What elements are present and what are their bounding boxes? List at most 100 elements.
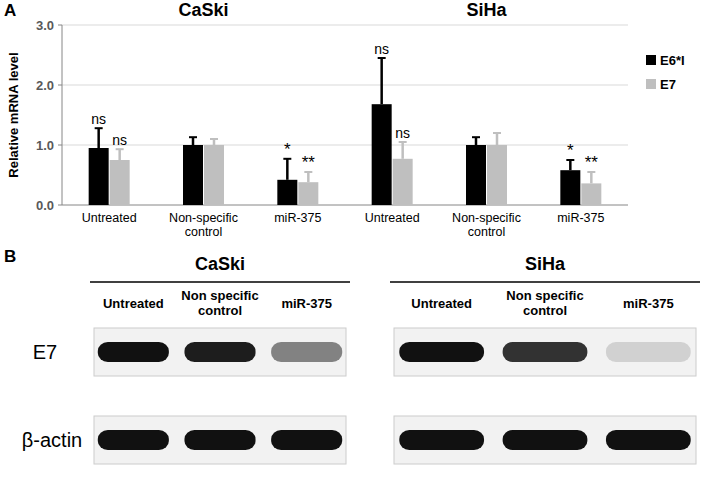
band: [503, 430, 588, 450]
error-bar: [189, 137, 197, 145]
y-axis: [62, 25, 63, 205]
bar: [581, 183, 601, 205]
category-label: Untreated: [365, 211, 420, 225]
lane-label: Untreated: [411, 296, 472, 311]
tick-mark: [58, 85, 62, 86]
category-label: Non-specificcontrol: [169, 211, 238, 239]
error-bar: [472, 137, 480, 145]
legend-swatch: [646, 55, 656, 65]
category-label: miR-375: [274, 211, 321, 225]
membrane: [394, 328, 696, 376]
error-bar: [378, 58, 386, 104]
band: [98, 342, 169, 362]
bar: [183, 145, 203, 205]
blot: SiHa Untreated Non specificcontrol miR-375: [390, 254, 700, 464]
chart-title: CaSki: [178, 0, 228, 20]
category-label: Untreated: [82, 211, 137, 225]
band: [399, 342, 484, 362]
error-bar: [493, 133, 501, 145]
lane-label: miR-375: [281, 296, 332, 311]
panel-label: B: [4, 247, 16, 266]
lane-label: Non specificcontrol: [506, 288, 583, 318]
grid-line: [345, 85, 628, 86]
error-bar: [304, 172, 312, 182]
bar: [110, 160, 130, 205]
band: [98, 430, 169, 450]
band: [606, 430, 691, 450]
band: [184, 430, 255, 450]
legend-entry: E7: [646, 77, 676, 92]
band: [271, 342, 342, 362]
bar: [277, 180, 297, 205]
row-label: E7: [33, 341, 57, 363]
labels: Untreated nsns Non-specificcontrol miR-375 *…: [82, 111, 322, 239]
grid-line: [62, 25, 345, 26]
row-label: β-actin: [22, 429, 82, 451]
category-label: Non-specificcontrol: [452, 211, 521, 239]
panel-label: A: [4, 1, 16, 20]
tick-label: 0.0: [36, 198, 54, 213]
error-bar: [587, 172, 595, 183]
legend-entry: E6*I: [646, 53, 685, 68]
lane-label: Untreated: [103, 296, 164, 311]
grid-line: [62, 85, 345, 86]
band: [399, 430, 484, 450]
grid-line: [62, 145, 345, 146]
chart-title: SiHa: [466, 0, 507, 20]
labels: Untreated ns ns Non-specificcontrol miR-375 *…: [365, 41, 605, 239]
significance-label: *: [567, 141, 574, 160]
lane-label: Non specificcontrol: [181, 288, 258, 318]
blot-title: CaSki: [195, 254, 245, 274]
marks: [372, 58, 602, 205]
band: [184, 342, 255, 362]
tick-label: 2.0: [36, 78, 54, 93]
marks: [89, 128, 319, 205]
error-bar: [95, 128, 103, 148]
bar: [372, 104, 392, 205]
chart: SiHa Untreated ns ns Non-specificcontrol miR-…: [345, 0, 685, 239]
significance-label: ns: [112, 132, 127, 148]
bar: [89, 148, 109, 205]
figure: A B 0.0 1.0 2.0 3.0 Relative mRNA level CaSki Un…: [0, 0, 725, 494]
bar: [393, 159, 413, 205]
bar: [204, 145, 224, 205]
grid-line: [345, 25, 628, 26]
blot-title: SiHa: [525, 254, 566, 274]
membrane: [94, 328, 346, 376]
legend-label: E6*I: [660, 53, 685, 68]
category-label: miR-375: [557, 211, 604, 225]
significance-label: **: [585, 153, 599, 172]
legend-swatch: [646, 79, 656, 89]
divider: [390, 281, 700, 283]
tick-mark: [58, 25, 62, 26]
bar: [466, 145, 486, 205]
band: [606, 342, 691, 362]
significance-label: **: [302, 153, 316, 172]
tick-label: 1.0: [36, 138, 54, 153]
error-bar: [210, 139, 218, 145]
band: [271, 430, 342, 450]
blot: CaSki Untreated Non specificcontrol miR-375…: [22, 254, 350, 464]
error-bar: [116, 149, 124, 160]
divider: [90, 281, 350, 283]
bar: [298, 182, 318, 205]
membrane: [394, 416, 696, 464]
significance-label: ns: [91, 111, 106, 127]
significance-label: *: [284, 140, 291, 159]
lane-label: miR-375: [623, 296, 674, 311]
bar: [487, 145, 507, 205]
tick-mark: [58, 145, 62, 146]
band: [503, 342, 588, 362]
error-bar: [399, 142, 407, 159]
axis-title: Relative mRNA level: [6, 52, 21, 177]
chart: 0.0 1.0 2.0 3.0 Relative mRNA level CaSki Untr…: [6, 0, 345, 239]
error-bar: [566, 160, 574, 170]
significance-label: ns: [395, 125, 410, 141]
membrane: [94, 416, 346, 464]
bar: [560, 170, 580, 205]
legend-label: E7: [660, 77, 676, 92]
error-bar: [283, 159, 291, 180]
significance-label: ns: [374, 41, 389, 57]
tick-label: 3.0: [36, 18, 54, 33]
tick-mark: [58, 205, 62, 206]
